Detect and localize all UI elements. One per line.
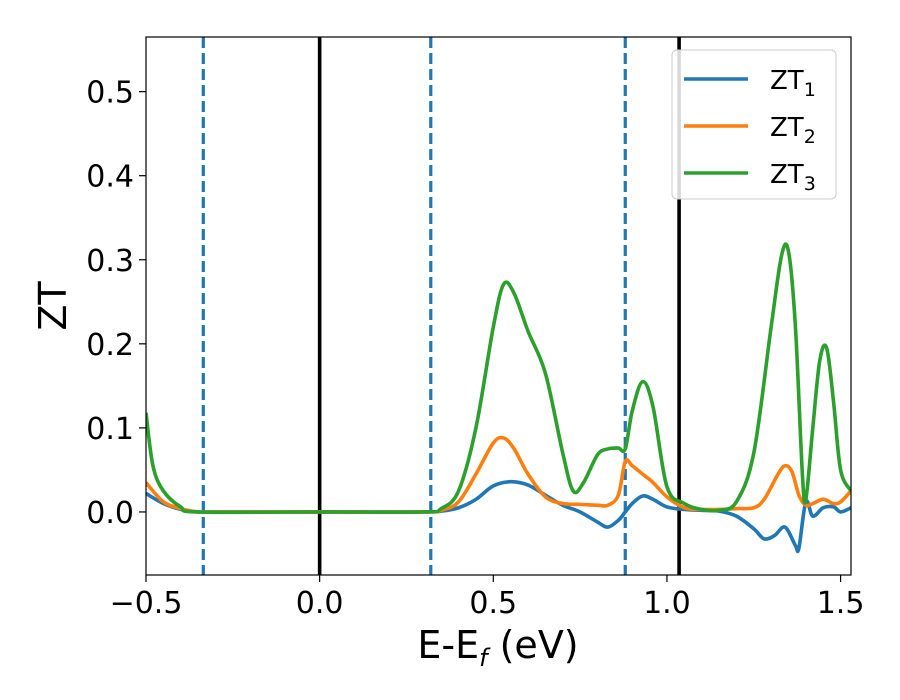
y-tick-label: 0.5: [86, 76, 134, 111]
legend-label-zt1: ZT1: [770, 66, 816, 101]
y-tick-label: 0.4: [86, 160, 134, 195]
series-line-zt3: [146, 242, 851, 515]
plot-frame: [145, 36, 852, 576]
legend: ZT1 ZT2 ZT3: [671, 49, 837, 200]
y-tick-label: 0.1: [86, 412, 134, 447]
x-tick-label: 1.0: [643, 586, 691, 621]
x-tick-label: −0.5: [110, 586, 183, 621]
x-tick-label: 0.0: [296, 586, 344, 621]
x-axis-ticks: −0.5 0.0 0.5 1.0 1.5: [110, 575, 865, 621]
series-group: [146, 242, 851, 554]
y-axis-label: ZT: [31, 281, 75, 331]
x-tick-label: 0.5: [469, 586, 517, 621]
series-line-zt1: [146, 479, 851, 554]
series-line-zt2: [146, 435, 851, 514]
x-tick-label: 1.5: [817, 586, 865, 621]
legend-label-zt2: ZT2: [770, 113, 816, 148]
y-tick-label: 0.0: [86, 496, 134, 531]
reference-lines: [201, 37, 681, 575]
x-axis-label: E-Ef (eV): [417, 623, 578, 672]
legend-box: [671, 49, 837, 200]
y-tick-label: 0.3: [86, 244, 134, 279]
y-tick-label: 0.2: [86, 328, 134, 363]
y-axis-ticks: 0.0 0.1 0.2 0.3 0.4 0.5: [86, 76, 146, 531]
legend-label-zt3: ZT3: [770, 160, 816, 195]
